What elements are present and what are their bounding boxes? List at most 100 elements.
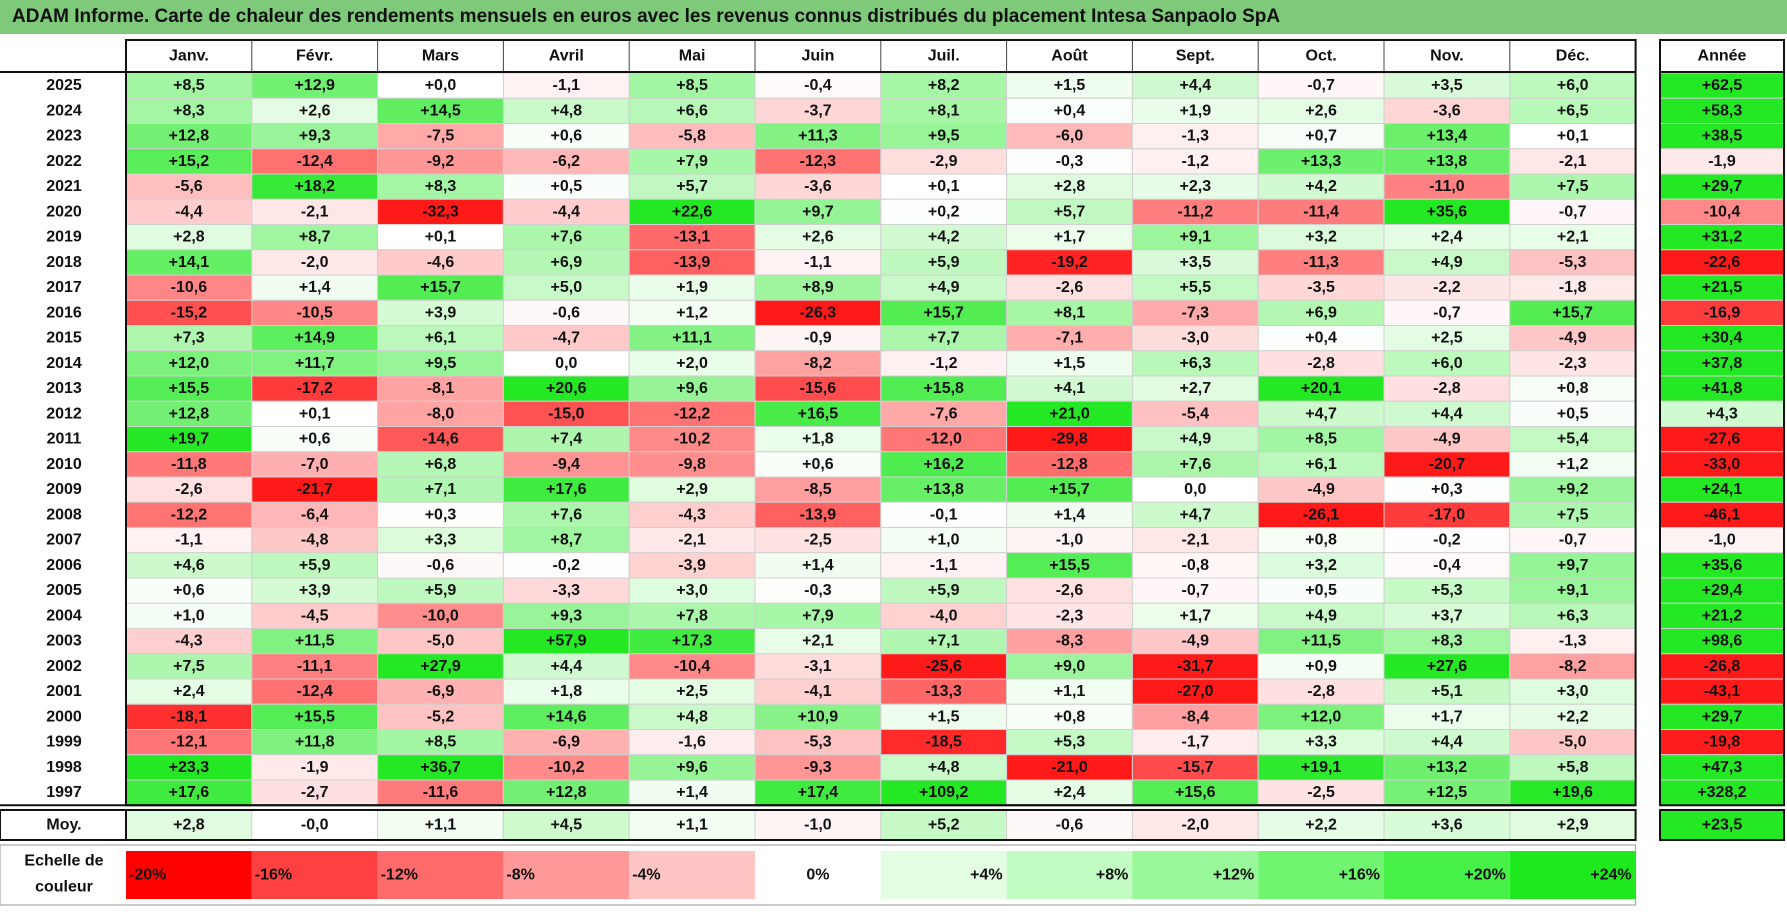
annual-value: +31,2 bbox=[1702, 229, 1743, 246]
cell-value: +3,3 bbox=[1305, 734, 1337, 751]
average-value: -0,6 bbox=[1056, 817, 1084, 834]
cell-value: +1,7 bbox=[1054, 229, 1086, 246]
heatmap-cell bbox=[1383, 678, 1511, 705]
cell-value: -9,4 bbox=[553, 456, 581, 473]
heatmap-cell bbox=[628, 527, 756, 554]
heatmap-cell bbox=[1131, 274, 1259, 301]
cell-value: -11,6 bbox=[423, 784, 459, 801]
cell-value: +1,4 bbox=[1054, 506, 1086, 523]
heatmap-cell bbox=[1383, 703, 1511, 730]
cell-value: +0,6 bbox=[173, 582, 205, 599]
scale-step-label: -12% bbox=[381, 867, 418, 884]
heatmap-cells bbox=[125, 72, 1785, 899]
scale-step-label: +24% bbox=[1590, 867, 1631, 884]
cell-value: -3,1 bbox=[804, 658, 832, 675]
row-year-label: 2021 bbox=[46, 178, 82, 195]
cell-value: -9,3 bbox=[804, 759, 832, 776]
heatmap-cell bbox=[251, 527, 379, 554]
cell-value: +8,3 bbox=[425, 178, 457, 195]
cell-value: -2,6 bbox=[1056, 279, 1084, 296]
heatmap-cell bbox=[1006, 476, 1133, 503]
cell-value: +15,5 bbox=[1049, 557, 1090, 574]
year-total-header: Année bbox=[1698, 48, 1747, 65]
heatmap-cell bbox=[502, 653, 630, 680]
scale-swatch bbox=[880, 851, 1007, 899]
cell-value: -2,8 bbox=[1307, 355, 1335, 372]
cell-value: +0,5 bbox=[1305, 582, 1337, 599]
cell-value: +6,1 bbox=[1305, 456, 1337, 473]
heatmap-cell bbox=[502, 476, 630, 503]
cell-value: -11,1 bbox=[297, 658, 333, 675]
scale-step-label: -4% bbox=[632, 867, 660, 884]
chart-title: ADAM Informe. Carte de chaleur des rende… bbox=[0, 0, 1787, 34]
cell-value: +0,4 bbox=[1054, 102, 1086, 119]
heatmap-cell bbox=[377, 375, 504, 402]
cell-value: -12,8 bbox=[1051, 456, 1088, 473]
heatmap-cell bbox=[880, 602, 1008, 629]
heatmap-cell bbox=[880, 577, 1008, 604]
cell-value: -12,1 bbox=[171, 734, 208, 751]
cell-value: +2,0 bbox=[676, 355, 708, 372]
cell-value: +5,1 bbox=[1431, 683, 1463, 700]
heatmap-cell bbox=[1006, 628, 1133, 655]
cell-value: -0,8 bbox=[1182, 557, 1210, 574]
cell-value: +2,9 bbox=[676, 481, 708, 498]
heatmap-cell bbox=[1131, 97, 1259, 124]
cell-value: -13,3 bbox=[925, 683, 962, 700]
heatmap-cell bbox=[1383, 375, 1511, 402]
average-annual-value: +23,5 bbox=[1702, 817, 1743, 834]
heatmap-cell bbox=[502, 224, 630, 251]
cell-value: +11,5 bbox=[1301, 633, 1341, 650]
heatmap-cell bbox=[502, 249, 630, 276]
heatmap-cell bbox=[251, 123, 379, 150]
heatmap-cell bbox=[1383, 653, 1511, 680]
cell-value: +4,4 bbox=[1431, 405, 1463, 422]
annual-cell bbox=[1659, 527, 1785, 554]
heatmap-cell bbox=[1257, 375, 1385, 402]
heatmap-cell bbox=[880, 224, 1008, 251]
cell-value: +15,5 bbox=[169, 380, 210, 397]
cell-value: +0,1 bbox=[1557, 128, 1589, 145]
cell-value: -21,0 bbox=[1051, 759, 1088, 776]
cell-value: +5,7 bbox=[1054, 203, 1086, 220]
cell-value: +3,7 bbox=[1431, 607, 1463, 624]
cell-value: +1,4 bbox=[299, 279, 331, 296]
cell-value: +15,7 bbox=[1049, 481, 1090, 498]
heatmap-cell bbox=[1257, 97, 1385, 124]
cell-value: +15,2 bbox=[169, 153, 210, 170]
cell-value: +7,6 bbox=[1180, 456, 1212, 473]
cell-value: +1,5 bbox=[1054, 77, 1086, 94]
heatmap-cell bbox=[1131, 501, 1259, 528]
row-year-label: 2023 bbox=[46, 128, 82, 145]
heatmap-cell bbox=[1509, 274, 1637, 301]
cell-value: +5,9 bbox=[928, 582, 960, 599]
cell-value: +5,4 bbox=[1557, 431, 1589, 448]
annual-cell bbox=[1659, 173, 1785, 200]
annual-value: -26,8 bbox=[1704, 658, 1741, 675]
heatmap-cell bbox=[1257, 703, 1385, 730]
heatmap-cell bbox=[502, 198, 630, 225]
row-year-label: 2014 bbox=[46, 355, 82, 372]
heatmap-cell bbox=[1131, 148, 1259, 175]
heatmap-cell bbox=[502, 729, 630, 756]
cell-value: +0,8 bbox=[1305, 532, 1337, 549]
cell-value: -12,2 bbox=[674, 405, 711, 422]
heatmap-cell bbox=[1509, 350, 1637, 377]
annual-value: +21,2 bbox=[1702, 607, 1743, 624]
heatmap-cell bbox=[1006, 249, 1133, 276]
heatmap-cell bbox=[1131, 729, 1259, 756]
heatmap-cell bbox=[1383, 729, 1511, 756]
cell-value: -0,1 bbox=[930, 506, 958, 523]
cell-value: +15,7 bbox=[923, 304, 964, 321]
cell-value: -5,2 bbox=[427, 708, 455, 725]
heatmap-cell bbox=[1509, 754, 1637, 781]
heatmap-cell bbox=[125, 123, 253, 150]
annual-cell bbox=[1659, 577, 1785, 604]
cell-value: +8,3 bbox=[1431, 633, 1463, 650]
cell-value: +3,5 bbox=[1180, 254, 1212, 271]
cell-value: +12,5 bbox=[1427, 784, 1468, 801]
heatmap-cell bbox=[502, 325, 630, 352]
heatmap-cell bbox=[502, 501, 630, 528]
heatmap-cell bbox=[1257, 577, 1385, 604]
cell-value: +8,7 bbox=[551, 532, 583, 549]
